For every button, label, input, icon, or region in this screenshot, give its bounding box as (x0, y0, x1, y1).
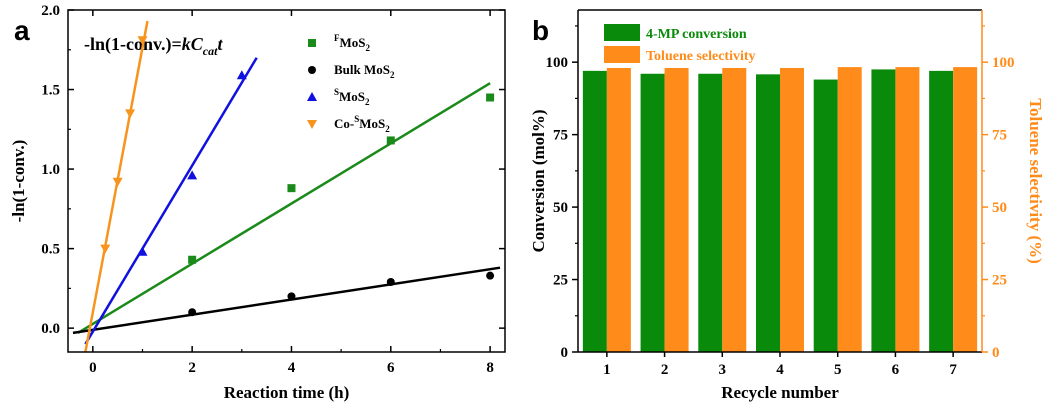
bar-selectivity-4 (780, 67, 804, 353)
x-tick-label: 7 (949, 362, 957, 378)
y-tick-label: 1.0 (41, 162, 60, 178)
y-tick-label: 2.0 (41, 3, 60, 19)
y-tick-label: 0.0 (41, 321, 60, 337)
equation-subscript: cat (203, 44, 218, 58)
data-point-series-2-1 (187, 170, 198, 180)
legend-marker-series-3 (307, 120, 317, 129)
data-point-series-0-2 (386, 136, 395, 145)
data-point-series-2-0 (137, 246, 148, 256)
legend-swatch-0 (604, 24, 640, 41)
legend-label-series-1: Bulk MoS2 (334, 62, 395, 80)
right-y-tick-label: 100 (992, 55, 1015, 71)
left-y-tick-label: 100 (546, 55, 569, 71)
y-tick-label: 0.5 (41, 242, 60, 258)
bar-selectivity-2 (664, 67, 689, 353)
data-point-series-0-1 (287, 184, 296, 193)
data-point-series-3-2 (125, 109, 136, 119)
bar-conversion-2 (640, 73, 665, 353)
right-y-tick-label: 25 (992, 273, 1007, 289)
left-y-tick-label: 25 (553, 273, 568, 289)
bar-selectivity-3 (722, 67, 747, 353)
data-point-series-3-1 (112, 177, 123, 187)
bar-selectivity-6 (895, 67, 920, 352)
bar-selectivity-5 (837, 67, 862, 352)
bar-selectivity-7 (953, 67, 978, 352)
data-point-series-3-3 (137, 36, 148, 46)
equation-prefix: -ln(1-conv.)= (84, 34, 182, 55)
x-tick-label: 0 (89, 360, 97, 376)
panel-a-y-axis-title: -ln(1-conv.) (9, 140, 28, 223)
left-y-tick-label: 0 (561, 345, 569, 361)
legend-marker-series-2 (307, 92, 317, 101)
panel-a-chart: a -ln(1-conv.)=kCcatt 0 2 4 6 8 0.0 0.5 1.0 1.5 2… (9, 3, 506, 402)
panel-a-letter: a (14, 15, 30, 46)
legend-label-1: Toluene selectivity (646, 49, 756, 64)
data-point-series-1-2 (386, 278, 395, 287)
panel-b-y2-axis-title: Toluene selectivity (%) (1026, 98, 1045, 264)
bar-conversion-7 (929, 70, 954, 352)
right-y-tick-label: 0 (992, 345, 1000, 361)
x-tick-label: 4 (776, 362, 784, 378)
panel-b-x-axis-title: Recycle number (721, 383, 839, 402)
equation-t: t (217, 34, 223, 54)
equation-c: C (191, 34, 204, 54)
right-y-tick-label: 75 (992, 128, 1007, 144)
fit-line-series-2 (84, 57, 258, 345)
right-y-tick-label: 50 (992, 200, 1007, 216)
legend-label-series-0: FMoS2 (334, 33, 371, 53)
data-point-series-3-0 (100, 244, 111, 254)
y-tick-label: 1.5 (41, 83, 60, 99)
x-tick-label: 8 (486, 360, 494, 376)
data-point-series-0-3 (486, 93, 495, 102)
legend-marker-series-0 (308, 39, 316, 47)
data-point-series-2-2 (236, 70, 247, 80)
left-y-tick-label: 50 (553, 200, 568, 216)
x-tick-label: 4 (288, 360, 296, 376)
bar-conversion-3 (698, 73, 723, 353)
data-point-series-1-3 (486, 271, 495, 280)
panel-a-plot-frame (67, 9, 506, 353)
bar-conversion-1 (582, 70, 607, 352)
x-tick-label: 1 (603, 362, 611, 378)
bar-selectivity-1 (606, 67, 631, 353)
panel-b-y-axis-title: Conversion (mol%) (529, 109, 548, 252)
x-tick-label: 6 (387, 360, 395, 376)
panel-b-chart: b 0 0 25 25 50 50 75 75 100 100 1 2 3 4 5 6 7 4-MP conve… (529, 9, 1045, 402)
legend-swatch-1 (604, 46, 640, 63)
legend-label-series-2: SMoS2 (334, 87, 370, 107)
left-y-tick-label: 75 (553, 128, 568, 144)
x-tick-label: 5 (834, 362, 842, 378)
bar-conversion-6 (871, 69, 896, 352)
bar-conversion-5 (813, 79, 838, 352)
fit-line-series-3 (84, 20, 149, 353)
panel-b-letter: b (532, 15, 549, 46)
legend-label-series-3: Co-SMoS2 (334, 114, 390, 134)
panel-a-x-axis-title: Reaction time (h) (224, 383, 350, 402)
x-tick-label: 3 (719, 362, 727, 378)
x-tick-label: 2 (661, 362, 669, 378)
x-tick-label: 6 (892, 362, 900, 378)
data-point-series-1-1 (287, 292, 296, 301)
bar-conversion-4 (756, 74, 780, 352)
data-point-series-1-0 (188, 308, 197, 317)
rate-equation: -ln(1-conv.)=kCcatt (84, 34, 223, 58)
equation-k: k (182, 34, 191, 54)
legend-marker-series-1 (308, 66, 316, 74)
legend-label-0: 4-MP conversion (646, 27, 747, 42)
fit-line-series-1 (72, 266, 501, 335)
x-tick-label: 2 (188, 360, 196, 376)
data-point-series-0-0 (188, 255, 197, 264)
fit-line-series-0 (77, 82, 491, 334)
